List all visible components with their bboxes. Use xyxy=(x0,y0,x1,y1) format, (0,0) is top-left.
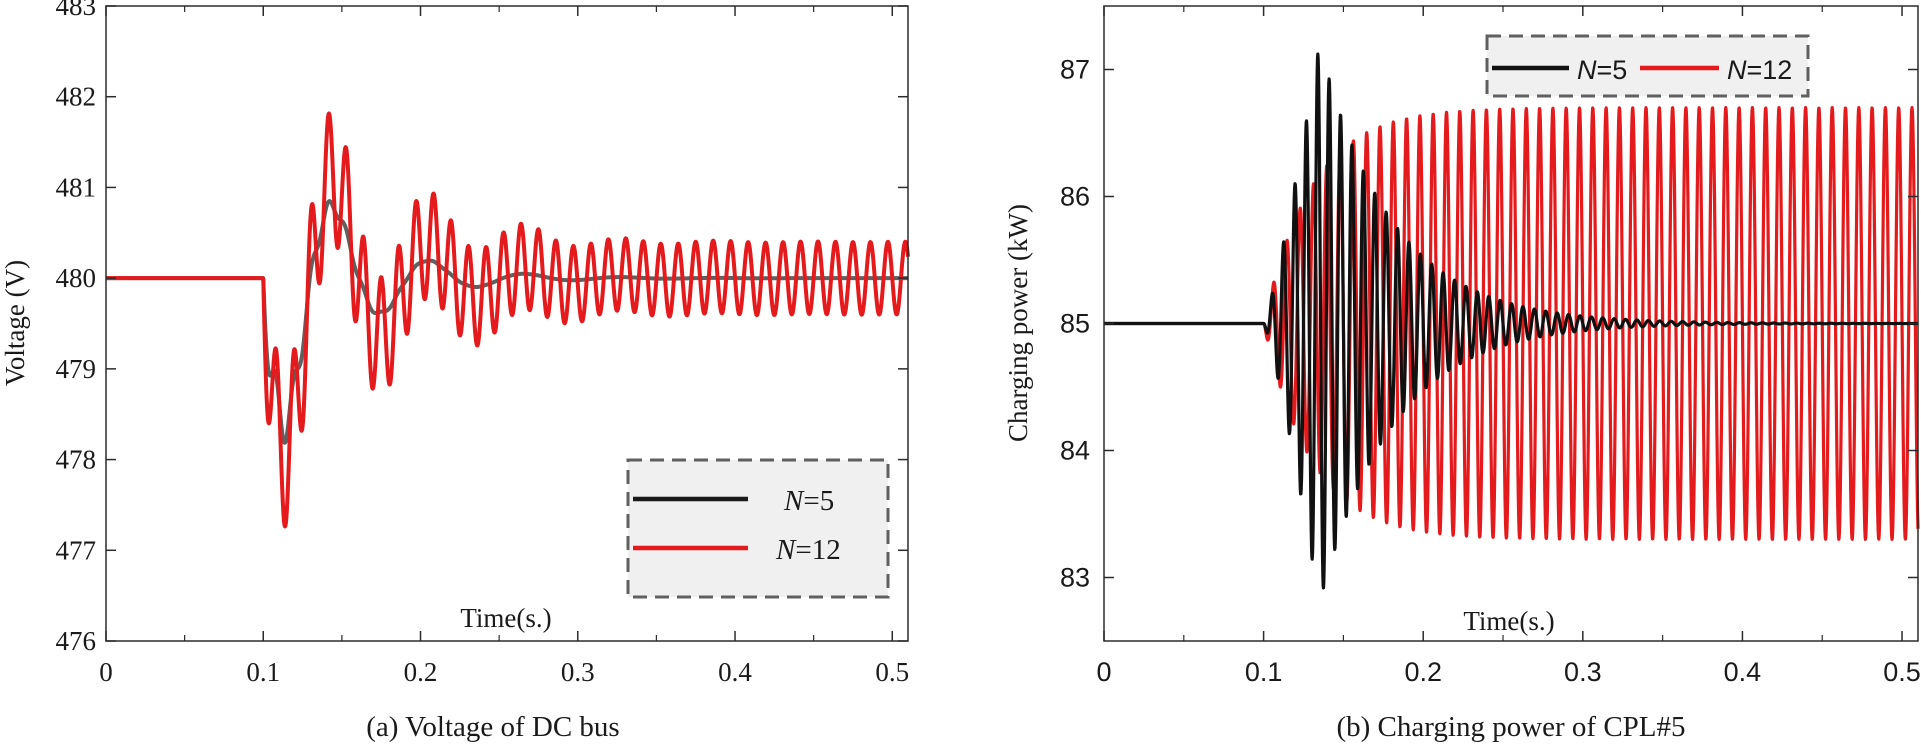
caption-a: (a) Voltage of DC bus xyxy=(366,711,619,743)
legend-a: N=5 N=12 xyxy=(626,458,890,599)
x-tick-label-b: 0.1 xyxy=(1245,657,1283,687)
x-axis-label-a: Time(s.) xyxy=(460,603,551,633)
y-tick-label-a: 483 xyxy=(56,0,97,21)
series-line-n12-a xyxy=(104,111,910,529)
series-line-n5-b xyxy=(1102,52,1920,590)
axes-frame-a xyxy=(105,5,909,642)
y-axis-label-a: Voltage (V) xyxy=(0,260,30,386)
y-tick-label-b: 86 xyxy=(1060,182,1090,212)
y-tick-label-a: 477 xyxy=(56,535,97,565)
y-tick-label-b: 87 xyxy=(1060,55,1090,85)
legend-label-n5-b: N=5 xyxy=(1577,55,1627,85)
x-ticks-a: 0 0.1 0.2 0.3 0.4 0.5 xyxy=(99,6,909,687)
x-tick-label-a: 0.4 xyxy=(718,657,752,687)
x-tick-label-b: 0.4 xyxy=(1724,657,1762,687)
y-ticks-b: 83 84 85 86 87 xyxy=(1060,55,1918,593)
x-tick-label-a: 0.1 xyxy=(246,657,280,687)
x-axis-label-b: Time(s.) xyxy=(1463,606,1554,636)
panel-voltage-dc-bus: 0 0.1 0.2 0.3 0.4 0.5 476 477 478 479 480 481 482 48… xyxy=(0,0,910,743)
legend-box-a xyxy=(626,458,890,599)
y-tick-label-a: 480 xyxy=(56,263,97,293)
panel-charging-power-cpl5: 0 0.1 0.2 0.3 0.4 0.5 83 84 85 86 87 Time(s.) Cha… xyxy=(1003,5,1921,743)
y-tick-label-b: 84 xyxy=(1060,436,1090,466)
y-tick-label-a: 479 xyxy=(56,354,97,384)
legend-b: N=5 N=12 xyxy=(1485,34,1810,98)
y-tick-label-a: 476 xyxy=(56,626,97,656)
y-axis-label-b: Charging power (kW) xyxy=(1003,204,1033,442)
legend-label-n12-b: N=12 xyxy=(1727,55,1792,85)
y-tick-label-a: 482 xyxy=(56,82,97,112)
x-tick-label-b: 0.5 xyxy=(1883,657,1921,687)
y-tick-label-b: 85 xyxy=(1060,309,1090,339)
x-tick-label-a: 0.2 xyxy=(404,657,438,687)
x-ticks-b: 0 0.1 0.2 0.3 0.4 0.5 xyxy=(1096,6,1921,687)
legend-label-n12-a: N=12 xyxy=(775,534,841,566)
series-layer-a xyxy=(104,111,910,529)
y-tick-label-a: 481 xyxy=(56,172,97,202)
x-tick-label-b: 0.2 xyxy=(1404,657,1442,687)
legend-label-n5-a: N=5 xyxy=(783,485,834,517)
x-tick-label-b: 0.3 xyxy=(1564,657,1602,687)
x-tick-label-a: 0.5 xyxy=(875,657,909,687)
x-tick-label-b: 0 xyxy=(1096,657,1111,687)
y-tick-label-b: 83 xyxy=(1060,563,1090,593)
series-layer-b xyxy=(1102,52,1920,590)
x-tick-label-a: 0.3 xyxy=(561,657,595,687)
y-tick-label-a: 478 xyxy=(56,445,97,475)
caption-b: (b) Charging power of CPL#5 xyxy=(1336,711,1685,743)
x-tick-label-a: 0 xyxy=(99,657,113,687)
y-ticks-a: 476 477 478 479 480 481 482 483 xyxy=(56,0,908,656)
